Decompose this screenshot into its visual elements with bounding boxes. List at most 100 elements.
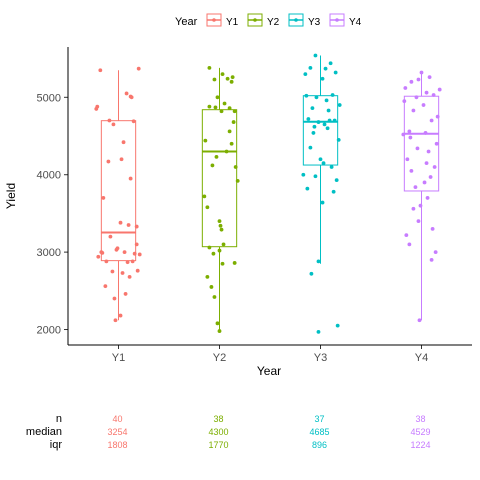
data-point bbox=[115, 246, 120, 251]
data-point bbox=[422, 180, 427, 185]
data-point bbox=[217, 329, 222, 333]
data-point bbox=[328, 61, 333, 66]
data-point bbox=[320, 76, 325, 81]
data-point bbox=[129, 95, 134, 100]
data-point bbox=[210, 163, 215, 168]
data-point bbox=[303, 72, 308, 76]
data-point bbox=[434, 141, 439, 146]
data-point bbox=[137, 252, 142, 257]
stats-iqr-Y4: 1224 bbox=[410, 440, 430, 450]
plot-panel: 2000 3000 4000 5000 Y1 Y2 Y3 Y4 bbox=[37, 47, 472, 364]
data-point bbox=[123, 292, 128, 296]
data-point bbox=[207, 65, 212, 70]
data-point bbox=[126, 223, 131, 227]
data-point bbox=[316, 329, 321, 334]
y-tick-label: 2000 bbox=[37, 325, 61, 337]
data-point bbox=[122, 250, 127, 255]
data-point bbox=[124, 91, 129, 96]
data-point bbox=[220, 261, 225, 266]
data-point bbox=[106, 159, 111, 164]
data-point bbox=[311, 131, 316, 135]
data-point bbox=[217, 219, 222, 224]
data-point bbox=[316, 259, 321, 264]
data-point bbox=[426, 149, 431, 154]
stats-values: 40 3254 1808 38 4300 1770 37 4685 896 38 4529 1224 bbox=[107, 414, 430, 450]
data-point bbox=[409, 168, 414, 173]
stats-n-Y3: 37 bbox=[314, 414, 324, 424]
data-point bbox=[125, 260, 130, 265]
data-point bbox=[320, 200, 325, 205]
data-point bbox=[222, 101, 227, 106]
data-point bbox=[428, 175, 433, 179]
data-point bbox=[332, 118, 337, 123]
data-point bbox=[411, 206, 416, 211]
data-point bbox=[119, 157, 124, 162]
stats-median-Y1: 3254 bbox=[107, 427, 127, 437]
stats-n-Y4: 38 bbox=[415, 414, 425, 424]
data-point bbox=[416, 77, 421, 82]
data-point bbox=[421, 103, 426, 107]
legend-key-point bbox=[335, 18, 339, 22]
data-point bbox=[108, 234, 113, 239]
data-point bbox=[134, 242, 139, 247]
legend-label: Y3 bbox=[308, 17, 321, 28]
data-point bbox=[313, 174, 318, 179]
data-point bbox=[324, 98, 329, 103]
legend-key-point bbox=[294, 18, 298, 22]
data-point bbox=[217, 248, 222, 253]
data-point bbox=[323, 66, 328, 71]
legend: Year Y1 Y2 Y3 Y4 bbox=[175, 13, 362, 28]
stats-iqr-Y3: 896 bbox=[312, 440, 327, 450]
data-point bbox=[136, 66, 141, 71]
stats-label-n: n bbox=[56, 413, 62, 425]
data-point bbox=[128, 176, 133, 181]
data-point bbox=[118, 220, 123, 225]
data-point bbox=[215, 321, 220, 326]
stats-n-Y2: 38 bbox=[213, 414, 223, 424]
data-point bbox=[235, 179, 240, 183]
stats-n-Y1: 40 bbox=[112, 414, 122, 424]
data-point bbox=[209, 285, 214, 289]
legend-item-Y2: Y2 bbox=[247, 13, 280, 28]
y-tick-label: 3000 bbox=[37, 247, 61, 259]
data-point bbox=[411, 108, 416, 113]
data-point bbox=[212, 77, 217, 82]
data-point bbox=[225, 76, 230, 81]
data-point bbox=[202, 194, 207, 199]
data-point bbox=[221, 242, 226, 247]
data-point bbox=[427, 75, 432, 80]
data-point bbox=[231, 120, 236, 124]
data-point bbox=[103, 284, 108, 289]
data-point bbox=[232, 261, 237, 265]
data-point bbox=[408, 135, 413, 140]
data-point bbox=[121, 140, 126, 145]
box-Y2 bbox=[201, 67, 238, 332]
data-point bbox=[211, 251, 216, 256]
data-point bbox=[130, 259, 135, 264]
stats-table: n median iqr 40 3254 1808 38 4300 1770 37 4685 8… bbox=[26, 413, 431, 451]
box-iqr bbox=[201, 109, 238, 248]
data-point bbox=[131, 119, 136, 124]
data-point bbox=[429, 257, 434, 262]
data-point bbox=[424, 161, 429, 166]
data-point bbox=[111, 122, 116, 127]
data-point bbox=[309, 271, 314, 276]
data-point bbox=[107, 118, 112, 123]
data-point bbox=[104, 259, 109, 264]
data-point bbox=[205, 205, 210, 210]
data-point bbox=[101, 196, 106, 200]
data-point bbox=[431, 93, 436, 97]
data-point bbox=[419, 70, 424, 75]
data-point bbox=[207, 104, 212, 109]
data-point bbox=[306, 117, 311, 121]
legend-label: Y1 bbox=[226, 17, 239, 28]
stats-label-median: median bbox=[26, 426, 62, 438]
data-point bbox=[308, 145, 313, 150]
legend-label: Y2 bbox=[267, 17, 280, 28]
data-point bbox=[402, 99, 407, 104]
data-point bbox=[401, 132, 406, 137]
box-iqr bbox=[100, 120, 137, 262]
data-point bbox=[314, 95, 319, 100]
box-Y3 bbox=[302, 55, 339, 264]
